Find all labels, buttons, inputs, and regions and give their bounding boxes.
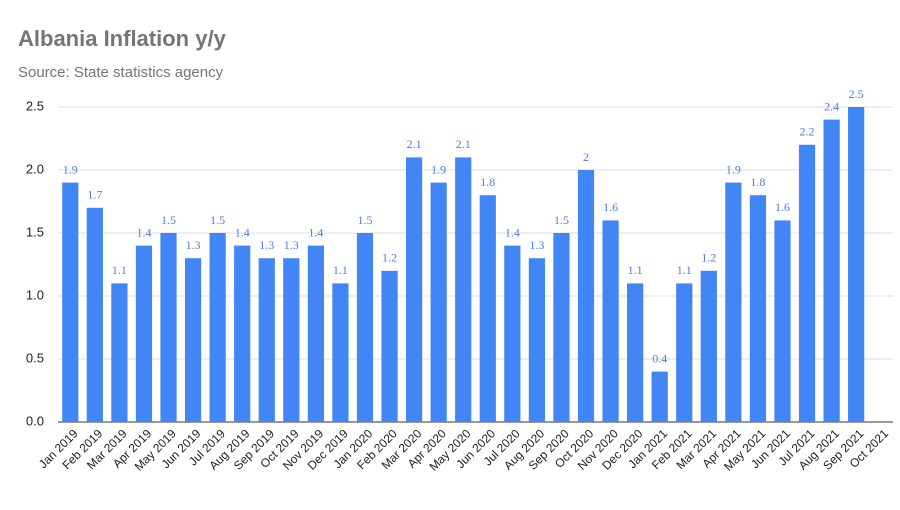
bar (848, 107, 865, 422)
y-tick-label: 0.0 (26, 413, 44, 428)
bar (700, 270, 717, 422)
value-label: 1.8 (480, 175, 495, 189)
bar (381, 270, 398, 422)
bar (774, 220, 791, 422)
value-label: 1.3 (529, 238, 544, 252)
bar (86, 207, 103, 422)
y-tick-label: 2.0 (26, 161, 44, 176)
bar (798, 144, 816, 423)
value-label: 1.5 (357, 213, 372, 227)
bar (553, 233, 570, 422)
bar (749, 195, 767, 422)
value-label: 1.1 (628, 263, 643, 277)
bar (528, 258, 546, 422)
bar (111, 283, 128, 422)
bar (455, 157, 472, 422)
bar (62, 182, 79, 422)
value-label: 1.5 (210, 213, 225, 227)
bar (676, 283, 693, 422)
value-label: 1.3 (259, 238, 274, 252)
bar (823, 119, 840, 422)
value-label: 1.6 (775, 200, 790, 214)
bar (332, 283, 349, 422)
value-label: 0.4 (652, 351, 667, 365)
value-label: 1.4 (505, 225, 520, 239)
chart-title: Albania Inflation y/y (18, 26, 227, 51)
bar (479, 195, 496, 422)
value-label: 2.2 (800, 125, 815, 139)
bar (725, 182, 742, 422)
value-label: 2.1 (456, 137, 471, 151)
value-label: 2.4 (824, 99, 839, 113)
bar (258, 258, 275, 422)
bar (430, 182, 447, 422)
bar (602, 220, 619, 422)
value-label: 1.5 (554, 213, 569, 227)
value-label: 1.1 (333, 263, 348, 277)
value-label: 2 (583, 150, 589, 164)
y-tick-label: 0.5 (26, 350, 44, 365)
value-label: 1.1 (677, 263, 692, 277)
value-label: 1.3 (284, 238, 299, 252)
bar (160, 233, 177, 422)
bar (577, 170, 595, 422)
y-tick-label: 2.5 (26, 98, 44, 113)
bar (184, 258, 202, 422)
bar (209, 233, 226, 422)
bar (234, 245, 251, 422)
value-label: 1.9 (63, 162, 78, 176)
bar (356, 233, 374, 422)
bar (307, 245, 324, 422)
value-label: 2.1 (407, 137, 422, 151)
value-label: 1.6 (603, 200, 618, 214)
bar (504, 245, 521, 422)
value-label: 1.4 (308, 225, 323, 239)
chart-subtitle: Source: State statistics agency (18, 64, 224, 81)
value-label: 1.4 (136, 225, 151, 239)
bar (627, 283, 644, 422)
value-label: 1.8 (750, 175, 765, 189)
value-label: 1.2 (701, 251, 716, 265)
bar (283, 258, 300, 422)
y-tick-label: 1.0 (26, 287, 44, 302)
value-label: 1.9 (726, 162, 741, 176)
bar (135, 245, 153, 422)
value-label: 1.4 (235, 225, 250, 239)
value-label: 1.1 (112, 263, 127, 277)
value-label: 1.9 (431, 162, 446, 176)
bar (651, 371, 668, 422)
value-label: 1.7 (87, 188, 102, 202)
bar (405, 157, 423, 422)
value-label: 1.5 (161, 213, 176, 227)
value-label: 1.2 (382, 251, 397, 265)
value-label: 1.3 (186, 238, 201, 252)
y-tick-label: 1.5 (26, 224, 44, 239)
value-label: 2.5 (849, 87, 864, 101)
